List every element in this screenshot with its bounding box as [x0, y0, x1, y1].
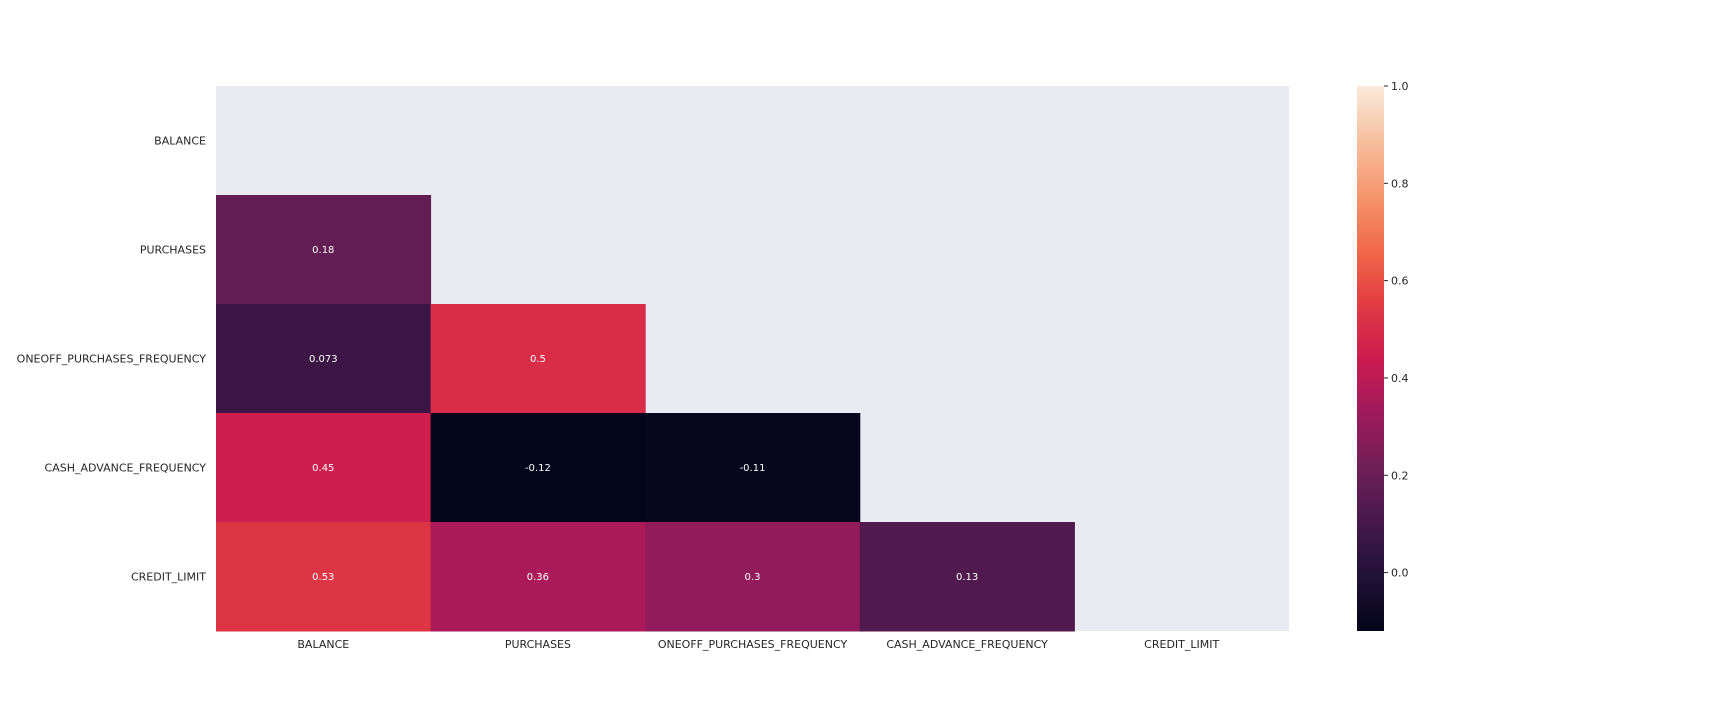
heatmap-cell [430, 522, 646, 632]
cell-annotation: 0.13 [956, 572, 978, 583]
colorbar-tick-label: 0.8 [1391, 177, 1409, 190]
heatmap-cell [645, 413, 861, 523]
heatmap-cell [216, 522, 432, 632]
cell-annotation: 0.36 [527, 572, 549, 583]
heatmap-cell [216, 413, 432, 523]
cell-annotation: 0.073 [309, 354, 338, 365]
x-tick-label: PURCHASES [505, 638, 571, 651]
y-tick-label: CREDIT_LIMIT [131, 571, 206, 584]
colorbar [1357, 86, 1384, 631]
y-tick-label: PURCHASES [140, 244, 206, 257]
cell-annotation: 0.45 [312, 463, 334, 474]
cell-annotation: 0.53 [312, 572, 334, 583]
heatmap-cells [216, 195, 1075, 632]
x-tick-label: ONEOFF_PURCHASES_FREQUENCY [658, 638, 848, 651]
heatmap-cell [216, 195, 432, 305]
heatmap-annotations: 0.18 0.073 0.5 0.45 -0.12 -0.11 0.53 0.36 0.3 0.1… [309, 245, 978, 583]
x-tick-label: CASH_ADVANCE_FREQUENCY [886, 638, 1048, 651]
cell-annotation: 0.18 [312, 245, 334, 256]
colorbar-tick-label: 0.0 [1391, 567, 1409, 580]
heatmap-cell [859, 522, 1075, 632]
colorbar-tick-label: 0.4 [1391, 372, 1409, 385]
cell-annotation: -0.11 [740, 463, 766, 474]
x-tick-label: BALANCE [297, 638, 349, 651]
heatmap-cell [430, 304, 646, 414]
heatmap-cell [430, 413, 646, 523]
colorbar-tick-label: 0.6 [1391, 275, 1409, 288]
x-tick-labels: BALANCE PURCHASES ONEOFF_PURCHASES_FREQUEN… [297, 638, 1219, 651]
y-tick-label: BALANCE [154, 135, 206, 148]
y-tick-labels: BALANCE PURCHASES ONEOFF_PURCHASES_FREQUEN… [17, 135, 207, 584]
heatmap-cell [645, 522, 861, 632]
heatmap-cell [216, 304, 432, 414]
colorbar-ticks: 0.0 0.2 0.4 0.6 0.8 1.0 [1384, 80, 1409, 580]
cell-annotation: 0.5 [530, 354, 546, 365]
cell-annotation: 0.3 [745, 572, 761, 583]
colorbar-tick-label: 0.2 [1391, 469, 1409, 482]
y-tick-label: CASH_ADVANCE_FREQUENCY [45, 462, 207, 475]
cell-annotation: -0.12 [525, 463, 551, 474]
colorbar-tick-label: 1.0 [1391, 80, 1409, 93]
y-tick-label: ONEOFF_PURCHASES_FREQUENCY [17, 353, 207, 366]
x-tick-label: CREDIT_LIMIT [1144, 638, 1219, 651]
